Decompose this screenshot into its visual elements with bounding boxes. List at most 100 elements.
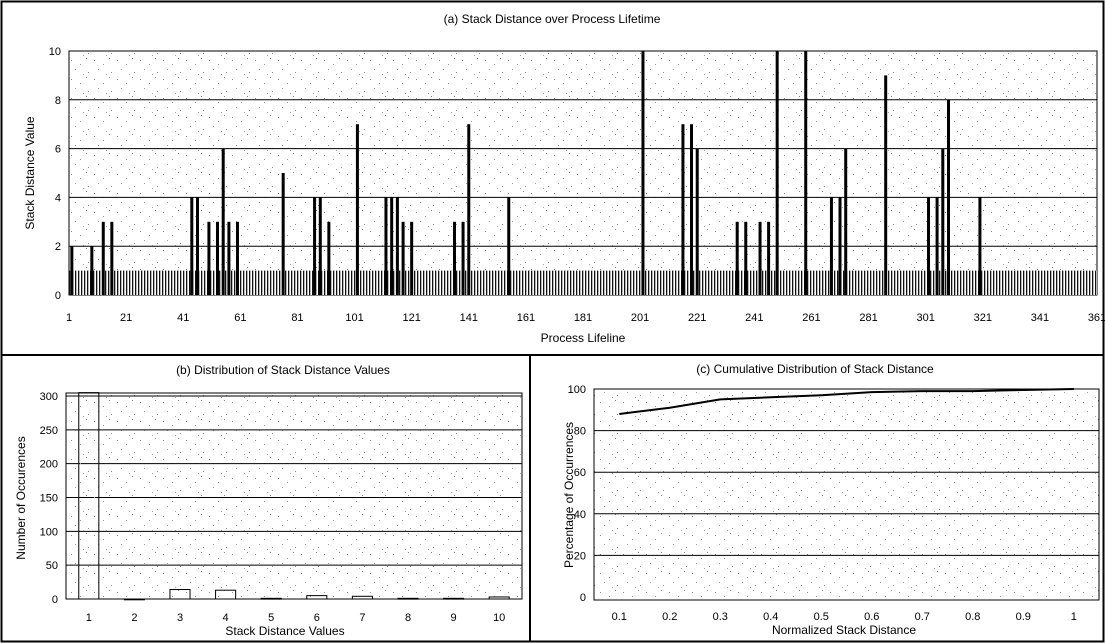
- panel-a-x-tick-label: 101: [345, 312, 363, 324]
- panel-b-y-tick-label: 100: [40, 526, 58, 538]
- panel-a-x-tick-label: 81: [291, 312, 303, 324]
- panel-c-x-tick-label: 0.2: [662, 611, 677, 623]
- panel-a-bar: [467, 124, 471, 295]
- panel-a-bar: [110, 221, 114, 295]
- panel-a: (a) Stack Distance over Process Lifetime…: [23, 12, 1105, 345]
- panel-a-bar: [355, 124, 359, 295]
- panel-a-bar: [207, 221, 211, 295]
- panel-a-x-tick-label: 141: [460, 312, 478, 324]
- panel-a-bar: [744, 221, 748, 295]
- panel-b-bar: [169, 589, 191, 600]
- panel-b-y-tick-label: 50: [46, 560, 58, 572]
- panel-a-x-tick-label: 61: [234, 312, 246, 324]
- panel-a-y-tick-label: 10: [49, 46, 61, 58]
- panel-a-bar: [829, 197, 833, 295]
- panel-a-x-tick-label: 261: [802, 312, 820, 324]
- panel-a-bar: [978, 197, 982, 295]
- panel-b-bar: [260, 597, 282, 600]
- panel-a-title: (a) Stack Distance over Process Lifetime: [444, 12, 661, 26]
- panel-b-x-tick-label: 8: [405, 612, 411, 624]
- panel-a-y-axis-label: Stack Distance Value: [23, 116, 37, 229]
- panel-a-bar: [884, 75, 888, 296]
- panel-c-title: (c) Cumulative Distribution of Stack Dis…: [696, 362, 934, 376]
- panel-a-bar: [461, 221, 465, 295]
- panel-b-x-tick-label: 1: [86, 612, 92, 624]
- panel-a-bar: [90, 246, 94, 295]
- panel-a-bar: [384, 197, 388, 295]
- panel-c: (c) Cumulative Distribution of Stack Dis…: [562, 362, 1100, 637]
- panel-a-bar: [190, 197, 194, 295]
- panel-a-bar: [695, 148, 699, 295]
- panel-c-x-tick-label: 1: [1071, 611, 1077, 623]
- panel-a-x-tick-label: 221: [688, 312, 706, 324]
- panel-b-bar: [306, 595, 328, 600]
- panel-a-bar: [507, 197, 511, 295]
- panel-a-bar: [935, 197, 939, 295]
- panel-a-bar: [947, 99, 951, 295]
- panel-b-x-tick-label: 6: [314, 612, 320, 624]
- panel-a-x-tick-label: 41: [177, 312, 189, 324]
- panel-a-bar: [221, 148, 225, 295]
- panel-c-x-tick-label: 0.6: [864, 611, 879, 623]
- panel-a-bar: [681, 124, 685, 295]
- panel-a-bar: [453, 221, 456, 295]
- panel-a-x-tick-label: 301: [916, 312, 934, 324]
- panel-a-y-tick-label: 0: [55, 290, 61, 302]
- panel-a-x-axis-label: Process Lifeline: [541, 331, 626, 345]
- panel-c-y-axis-label: Percentage of Occurrences: [562, 422, 576, 568]
- panel-b-x-tick-label: 4: [223, 612, 229, 624]
- panel-a-bar: [838, 197, 842, 295]
- panel-c-x-tick-label: 0.7: [915, 611, 930, 623]
- panel-a-bar: [313, 197, 317, 295]
- panel-b-bar: [397, 597, 419, 600]
- panel-c-x-tick-label: 0.3: [713, 611, 728, 623]
- panel-a-bar: [215, 221, 219, 295]
- panel-c-x-tick-label: 0.1: [612, 611, 627, 623]
- panel-a-y-tick-label: 6: [55, 144, 61, 156]
- panel-a-x-tick-label: 161: [517, 312, 535, 324]
- panel-a-bar: [844, 148, 848, 295]
- panel-a-bar: [775, 51, 779, 295]
- panel-a-bar: [101, 221, 105, 295]
- panel-b-y-axis-label: Number of Occurences: [14, 436, 28, 559]
- panel-a-bar: [641, 51, 645, 295]
- panel-b-bar: [78, 392, 100, 600]
- panel-a-x-tick-label: 21: [120, 312, 132, 324]
- panel-a-bar: [395, 197, 399, 295]
- panel-c-y-tick-label: 100: [568, 384, 586, 396]
- panel-a-bar: [690, 124, 694, 295]
- panel-c-x-axis-label: Normalized Stack Distance: [772, 623, 916, 637]
- panel-b-plot-area: [65, 392, 523, 600]
- panel-b-bar: [351, 595, 373, 600]
- panel-a-bar: [401, 221, 405, 295]
- panel-a-x-tick-label: 321: [974, 312, 992, 324]
- panel-a-bar: [327, 221, 331, 295]
- panel-a-x-tick-label: 181: [574, 312, 592, 324]
- panel-b-x-tick-label: 10: [493, 612, 505, 624]
- panel-b-x-tick-label: 7: [359, 612, 365, 624]
- panel-a-bar: [70, 246, 74, 295]
- panel-a-y-tick-label: 2: [55, 241, 61, 253]
- panel-a-bar: [318, 197, 322, 295]
- panel-a-plot-area: [68, 50, 1098, 296]
- panel-a-bar: [927, 197, 931, 295]
- panel-b-bar: [215, 589, 237, 600]
- panel-b-y-tick-label: 150: [40, 493, 58, 505]
- panel-c-x-tick-label: 0.8: [965, 611, 980, 623]
- panel-b-x-tick-label: 9: [451, 612, 457, 624]
- panel-a-bar: [758, 221, 762, 295]
- panel-a-bar: [804, 51, 808, 295]
- panel-b-y-tick-label: 300: [40, 391, 58, 403]
- panel-b-x-tick-label: 5: [268, 612, 274, 624]
- panel-b-y-tick-label: 250: [40, 425, 58, 437]
- panel-a-x-tick-label: 281: [859, 312, 877, 324]
- panel-a-x-tick-label: 241: [745, 312, 763, 324]
- panel-b: (b) Distribution of Stack Distance Value…: [14, 363, 523, 638]
- panel-c-y-tick-label: 60: [574, 467, 586, 479]
- panel-b-y-tick-label: 0: [52, 594, 58, 606]
- panel-b-y-tick-label: 200: [40, 459, 58, 471]
- panel-c-y-tick-label: 80: [574, 426, 586, 438]
- panel-a-bar: [941, 148, 945, 295]
- panel-a-bar: [196, 197, 199, 295]
